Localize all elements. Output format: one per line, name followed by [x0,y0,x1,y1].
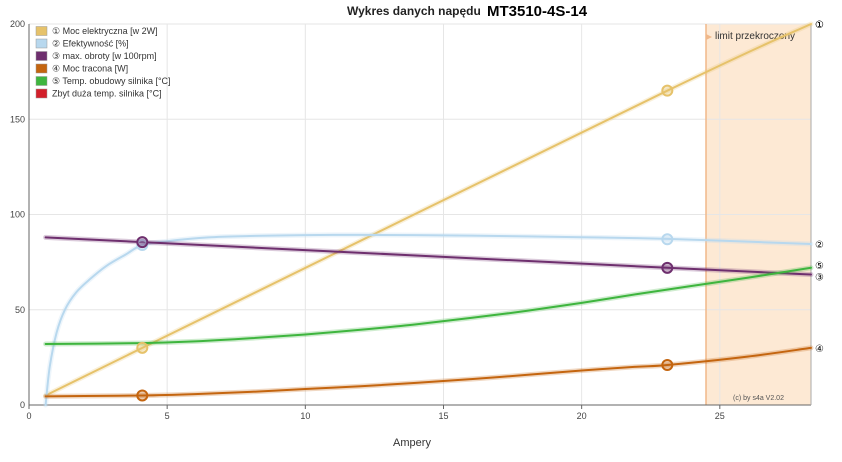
legend-label-5: ⑤ Temp. obudowy silnika [°C] [52,76,171,86]
legend-label-4: ④ Moc tracona [W] [52,64,128,74]
series-end-label-3: ③ [815,273,824,284]
y-tick-label: 100 [10,210,25,220]
series-end-label-2: ② [815,240,824,251]
legend: ① Moc elektryczna [w 2W] ② Efektywność [%… [35,26,171,99]
x-tick-label: 15 [438,411,448,421]
x-tick-label: 10 [300,411,310,421]
legend-swatch-3 [35,51,48,61]
series-point-3 [136,236,149,249]
limit-arrow [705,34,712,40]
axes: 0 50 100 150 200 0 5 10 15 20 25 [10,19,812,421]
y-tick-label: 50 [15,305,25,315]
x-tick-label: 0 [26,411,31,421]
legend-swatch-6 [35,88,48,99]
legend-swatch-2 [35,38,48,49]
legend-swatch-4 [35,63,48,74]
legend-label-2: ② Efektywność [%] [52,39,129,49]
series-line-3 [44,236,812,276]
series-end-label-1: ① [815,20,824,31]
chart-model: MT3510-4S-14 [487,3,588,20]
legend-swatch-5 [35,76,48,86]
series-line-2 [44,233,812,406]
legend-swatch-1 [35,26,48,36]
limit-label: limit przekroczony [715,31,795,42]
chart-title: Wykres danych napędu [347,4,481,18]
legend-label-6: Zbyt duża temp. silnika [°C] [52,89,162,99]
series-point-2 [661,233,674,246]
legend-label-3: ③ max. obroty [w 100rpm] [52,51,157,61]
series-point-1 [661,84,674,97]
legend-label-1: ① Moc elektryczna [w 2W] [52,26,158,36]
x-tick-label: 5 [165,411,170,421]
y-tick-label: 150 [10,114,25,124]
credit-text: (c) by s4a V2.02 [733,395,784,402]
y-tick-label: 200 [10,19,25,29]
series-end-label-5: ⑤ [815,261,824,272]
series-point-1 [136,341,149,354]
series-end-label-1-top: ① [815,20,824,31]
series-point-4 [661,358,674,371]
y-tick-label: 0 [20,400,25,410]
x-tick-label: 25 [715,411,725,421]
series-point-4 [136,389,149,402]
series-point-3 [661,261,674,274]
x-tick-label: 20 [577,411,587,421]
series-line-1 [44,23,812,397]
series-points [136,84,674,402]
x-axis-title: Ampery [393,437,431,449]
series-line-5 [44,266,812,345]
series-end-label-4: ④ [815,344,824,355]
